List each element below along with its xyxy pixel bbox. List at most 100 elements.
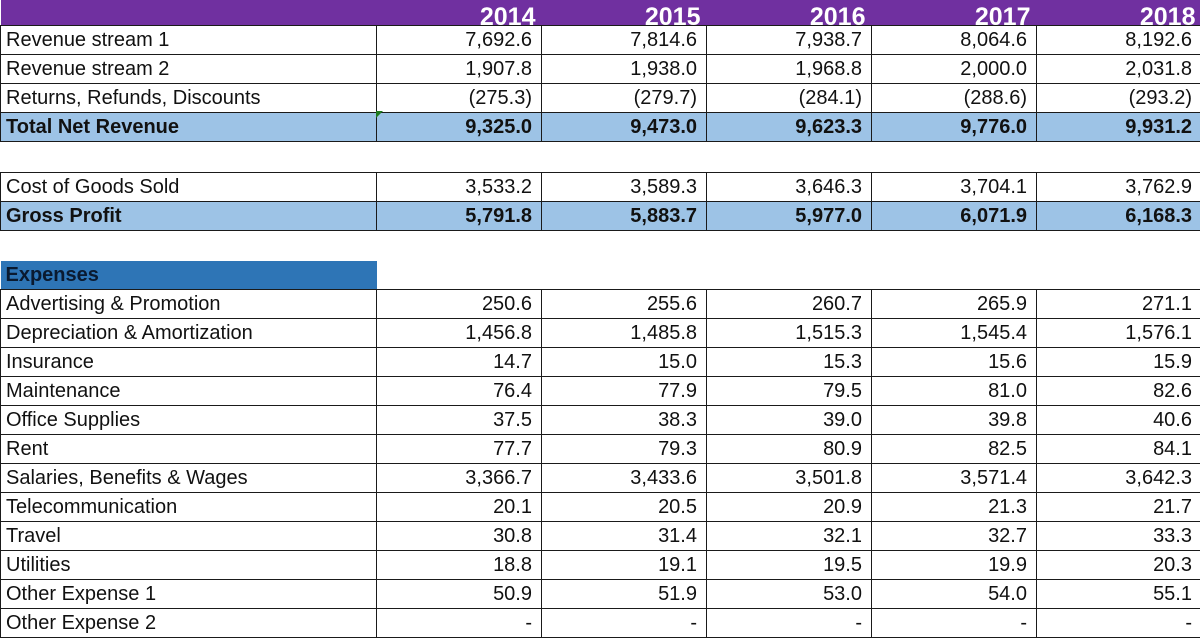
value-cell[interactable]: 271.1 xyxy=(1037,290,1200,319)
value-cell[interactable]: (279.7) xyxy=(542,84,707,113)
value-cell[interactable] xyxy=(872,142,1037,173)
value-cell[interactable]: 2,000.0 xyxy=(872,55,1037,84)
value-cell[interactable]: 7,814.6 xyxy=(542,26,707,55)
value-cell[interactable]: 82.5 xyxy=(872,435,1037,464)
row-label-cell[interactable]: Salaries, Benefits & Wages xyxy=(1,464,377,493)
value-cell[interactable] xyxy=(377,142,542,173)
value-cell[interactable]: 20.9 xyxy=(707,493,872,522)
value-cell[interactable]: 265.9 xyxy=(872,290,1037,319)
row-label-cell[interactable]: Rent xyxy=(1,435,377,464)
row-label-cell[interactable]: Expenses xyxy=(1,261,377,290)
value-cell[interactable]: - xyxy=(872,609,1037,638)
value-cell[interactable] xyxy=(542,142,707,173)
row-label-cell[interactable] xyxy=(1,231,377,262)
value-cell[interactable]: 6,071.9 xyxy=(872,202,1037,231)
value-cell[interactable] xyxy=(542,261,707,290)
value-cell[interactable]: 15.6 xyxy=(872,348,1037,377)
value-cell[interactable]: (284.1) xyxy=(707,84,872,113)
value-cell[interactable]: 3,646.3 xyxy=(707,173,872,202)
value-cell[interactable]: 3,589.3 xyxy=(542,173,707,202)
value-cell[interactable]: 31.4 xyxy=(542,522,707,551)
row-label-cell[interactable]: Total Net Revenue xyxy=(1,113,377,142)
value-cell[interactable]: 82.6 xyxy=(1037,377,1200,406)
row-label-cell[interactable]: Telecommunication xyxy=(1,493,377,522)
value-cell[interactable]: 2016 xyxy=(707,0,872,26)
value-cell[interactable]: 1,938.0 xyxy=(542,55,707,84)
row-label-cell[interactable]: Depreciation & Amortization xyxy=(1,319,377,348)
value-cell[interactable]: 9,931.2 xyxy=(1037,113,1200,142)
value-cell[interactable]: 1,485.8 xyxy=(542,319,707,348)
value-cell[interactable]: 15.9 xyxy=(1037,348,1200,377)
value-cell[interactable]: 79.3 xyxy=(542,435,707,464)
value-cell[interactable]: 5,977.0 xyxy=(707,202,872,231)
value-cell[interactable]: 9,325.0 xyxy=(377,113,542,142)
row-label-cell[interactable]: Revenue stream 2 xyxy=(1,55,377,84)
value-cell[interactable]: 19.9 xyxy=(872,551,1037,580)
value-cell[interactable]: 9,623.3 xyxy=(707,113,872,142)
value-cell[interactable]: 32.7 xyxy=(872,522,1037,551)
value-cell[interactable]: 38.3 xyxy=(542,406,707,435)
value-cell[interactable]: 7,938.7 xyxy=(707,26,872,55)
value-cell[interactable]: 3,533.2 xyxy=(377,173,542,202)
value-cell[interactable]: 33.3 xyxy=(1037,522,1200,551)
value-cell[interactable] xyxy=(1037,142,1200,173)
value-cell[interactable] xyxy=(707,261,872,290)
value-cell[interactable] xyxy=(872,261,1037,290)
value-cell[interactable] xyxy=(1037,231,1200,262)
value-cell[interactable]: (293.2) xyxy=(1037,84,1200,113)
value-cell[interactable]: 5,883.7 xyxy=(542,202,707,231)
value-cell[interactable]: 9,776.0 xyxy=(872,113,1037,142)
value-cell[interactable]: 2018 xyxy=(1037,0,1200,26)
value-cell[interactable]: 9,473.0 xyxy=(542,113,707,142)
row-label-cell[interactable]: Cost of Goods Sold xyxy=(1,173,377,202)
value-cell[interactable]: 2,031.8 xyxy=(1037,55,1200,84)
value-cell[interactable]: 50.9 xyxy=(377,580,542,609)
value-cell[interactable]: 1,907.8 xyxy=(377,55,542,84)
row-label-cell[interactable]: Insurance xyxy=(1,348,377,377)
row-label-cell[interactable]: Office Supplies xyxy=(1,406,377,435)
value-cell[interactable] xyxy=(377,261,542,290)
row-label-cell[interactable]: Returns, Refunds, Discounts xyxy=(1,84,377,113)
value-cell[interactable]: 260.7 xyxy=(707,290,872,319)
value-cell[interactable]: 77.7 xyxy=(377,435,542,464)
value-cell[interactable] xyxy=(707,231,872,262)
row-label-cell[interactable]: Other Expense 2 xyxy=(1,609,377,638)
value-cell[interactable]: (288.6) xyxy=(872,84,1037,113)
row-label-cell[interactable]: Maintenance xyxy=(1,377,377,406)
value-cell[interactable] xyxy=(542,231,707,262)
value-cell[interactable]: 76.4 xyxy=(377,377,542,406)
value-cell[interactable]: 1,576.1 xyxy=(1037,319,1200,348)
value-cell[interactable] xyxy=(377,231,542,262)
value-cell[interactable]: - xyxy=(1037,609,1200,638)
value-cell[interactable]: 19.1 xyxy=(542,551,707,580)
value-cell[interactable]: 55.1 xyxy=(1037,580,1200,609)
value-cell[interactable]: 8,192.6 xyxy=(1037,26,1200,55)
row-label-cell[interactable]: Gross Profit xyxy=(1,202,377,231)
value-cell[interactable]: 3,501.8 xyxy=(707,464,872,493)
value-cell[interactable] xyxy=(707,142,872,173)
value-cell[interactable]: 5,791.8 xyxy=(377,202,542,231)
value-cell[interactable]: 20.5 xyxy=(542,493,707,522)
value-cell[interactable]: - xyxy=(707,609,872,638)
row-label-cell[interactable]: Advertising & Promotion xyxy=(1,290,377,319)
value-cell[interactable]: 3,366.7 xyxy=(377,464,542,493)
value-cell[interactable]: 39.0 xyxy=(707,406,872,435)
value-cell[interactable]: 3,642.3 xyxy=(1037,464,1200,493)
value-cell[interactable] xyxy=(872,231,1037,262)
value-cell[interactable]: 8,064.6 xyxy=(872,26,1037,55)
value-cell[interactable]: 3,571.4 xyxy=(872,464,1037,493)
value-cell[interactable]: 77.9 xyxy=(542,377,707,406)
value-cell[interactable]: 1,545.4 xyxy=(872,319,1037,348)
value-cell[interactable]: 255.6 xyxy=(542,290,707,319)
value-cell[interactable]: 79.5 xyxy=(707,377,872,406)
row-label-cell[interactable]: Travel xyxy=(1,522,377,551)
value-cell[interactable]: 53.0 xyxy=(707,580,872,609)
value-cell[interactable]: 18.8 xyxy=(377,551,542,580)
row-label-cell[interactable] xyxy=(1,142,377,173)
value-cell[interactable]: 84.1 xyxy=(1037,435,1200,464)
value-cell[interactable]: 15.3 xyxy=(707,348,872,377)
row-label-cell[interactable] xyxy=(1,0,377,26)
value-cell[interactable]: 80.9 xyxy=(707,435,872,464)
row-label-cell[interactable]: Revenue stream 1 xyxy=(1,26,377,55)
value-cell[interactable]: 30.8 xyxy=(377,522,542,551)
